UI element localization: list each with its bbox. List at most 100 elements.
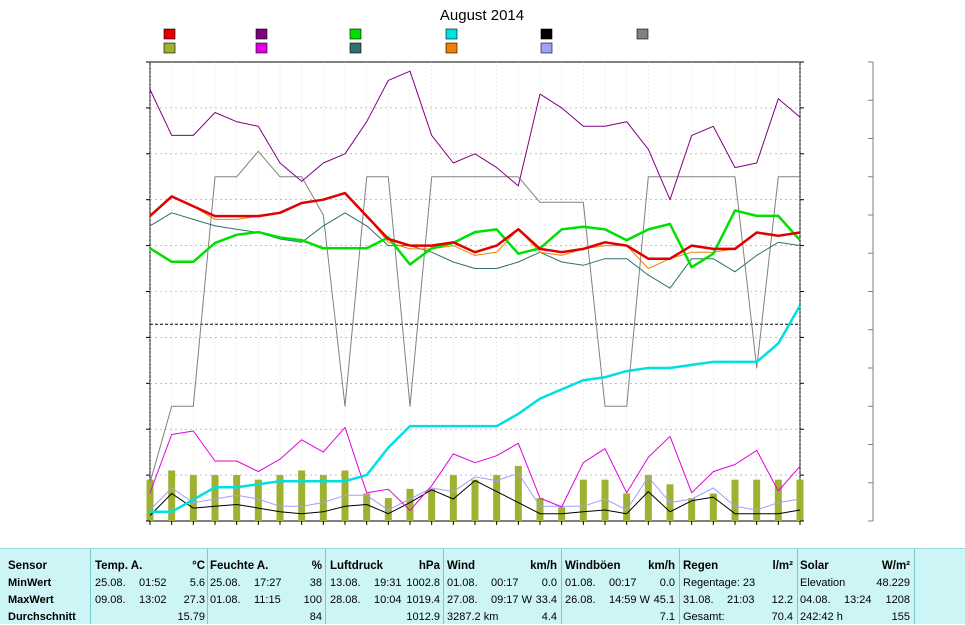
stats-cell-time: 00:17 bbox=[491, 577, 519, 589]
stats-panel-humidity: Feuchte A.% 25.08. 17:27 38 01.08. 11:15 100 84 bbox=[210, 549, 322, 624]
stats-cell-value: 1012.9 bbox=[406, 611, 440, 623]
legend bbox=[163, 28, 649, 54]
stats-header-row: Wind km/h bbox=[447, 558, 557, 574]
stats-cell-value: 4.4 bbox=[541, 611, 557, 623]
stats-header-row: Regen l/m² bbox=[683, 558, 793, 574]
sunshine-bar bbox=[709, 493, 717, 521]
stats-cell-time: 13:02 bbox=[139, 594, 167, 606]
stats-header: Sensor bbox=[8, 560, 47, 572]
stats-row: 84 bbox=[210, 609, 322, 625]
legend-swatch bbox=[540, 28, 553, 40]
series-line-regen bbox=[150, 304, 802, 514]
stats-cell-value: 12.2 bbox=[771, 594, 793, 606]
stats-row: 01.08. 00:17 0.0 bbox=[447, 575, 557, 591]
stats-header-row: Sensor bbox=[8, 558, 88, 574]
stats-panel-pressure: Luftdruck hPa 13.08. 19:31 1002.8 28.08. 10:04… bbox=[330, 549, 440, 624]
sunshine-bar bbox=[146, 479, 154, 521]
sunshine-bar bbox=[168, 470, 176, 521]
stats-row: Regentage: 23 bbox=[683, 575, 793, 591]
sunshine-bar bbox=[319, 475, 327, 521]
stats-row: 27.08. 09:17 W 33.4 bbox=[447, 592, 557, 608]
stats-cell-date: Gesamt: bbox=[683, 611, 725, 623]
sunshine-bar bbox=[688, 498, 696, 521]
sunshine-bar bbox=[471, 479, 479, 521]
stats-row: MaxWert bbox=[8, 592, 88, 608]
stats-cell-value: 1019.4 bbox=[406, 594, 440, 606]
stats-cell-date: 25.08. bbox=[210, 577, 241, 589]
series-line-temp-a bbox=[149, 191, 801, 260]
stats-cell-date: 01.08. bbox=[210, 594, 241, 606]
stats-cell-date: 25.08. bbox=[95, 577, 126, 589]
stats-header-row: Windböen km/h bbox=[565, 558, 675, 574]
stats-row: 01.08. 00:17 0.0 bbox=[565, 575, 675, 591]
stats-cell-time: 00:17 bbox=[609, 577, 637, 589]
stats-row: 25.08. 01:52 5.6 bbox=[95, 575, 205, 591]
stats-cell-time: 01:52 bbox=[139, 577, 167, 589]
series-line-feuchte-a bbox=[149, 70, 801, 201]
stats-unit: km/h bbox=[530, 560, 557, 572]
stats-header-row: Luftdruck hPa bbox=[330, 558, 440, 574]
grid bbox=[149, 62, 801, 521]
stats-cell-time: 14:59 W bbox=[609, 594, 650, 606]
stats-cell-time: 09:17 W bbox=[491, 594, 532, 606]
legend-swatch bbox=[349, 28, 362, 40]
table-separator bbox=[325, 549, 326, 624]
table-separator bbox=[561, 549, 562, 624]
stats-row: 3287.2 km 4.4 bbox=[447, 609, 557, 625]
stats-cell-value: 0.0 bbox=[541, 577, 557, 589]
stats-cell-date: 28.08. bbox=[330, 594, 361, 606]
sunshine-bar bbox=[406, 488, 414, 521]
stats-panel-wind: Wind km/h 01.08. 00:17 0.0 27.08. 09:17 W 33.4 3… bbox=[447, 549, 557, 624]
stats-cell-date: 31.08. bbox=[683, 594, 714, 606]
stats-panel-rain: Regen l/m² Regentage: 23 31.08. 21:03 12.2 Ges… bbox=[683, 549, 793, 624]
stats-header: Windböen bbox=[565, 560, 621, 572]
stats-cell-value: 27.3 bbox=[183, 594, 205, 606]
chart-title: August 2014 bbox=[440, 7, 524, 24]
stats-cell-value: 45.1 bbox=[653, 594, 675, 606]
stats-header: Luftdruck bbox=[330, 560, 384, 572]
stats-row: 01.08. 11:15 100 bbox=[210, 592, 322, 608]
series-line-luftdruck bbox=[149, 209, 801, 269]
table-separator bbox=[797, 549, 798, 624]
stats-row: 1012.9 bbox=[330, 609, 440, 625]
stats-header-row: Temp. A. °C bbox=[95, 558, 205, 574]
stats-header: Solar bbox=[800, 560, 829, 572]
sunshine-bar bbox=[536, 498, 544, 521]
stats-cell-value: 100 bbox=[303, 594, 322, 606]
stats-cell-date: 01.08. bbox=[447, 577, 478, 589]
stats-row: 31.08. 21:03 12.2 bbox=[683, 592, 793, 608]
stats-row: 242:42 h 155 bbox=[800, 609, 910, 625]
stats-cell-time: 10:04 bbox=[374, 594, 402, 606]
stats-row: 7.1 bbox=[565, 609, 675, 625]
stats-unit: km/h bbox=[648, 560, 675, 572]
sunshine-bar bbox=[363, 493, 371, 521]
stats-panel-temp: Temp. A. °C 25.08. 01:52 5.6 09.08. 13:02 27.3 1… bbox=[95, 549, 205, 624]
stats-panel-solar: Solar W/m² Elevation 48.229 04.08. 13:24 1208 2… bbox=[800, 549, 910, 624]
stats-panel-labels: Sensor MinWert MaxWert Durchschnitt bbox=[8, 549, 88, 624]
sunshine-bar bbox=[428, 488, 436, 521]
sunshine-bar bbox=[254, 479, 262, 521]
stats-row-label: MaxWert bbox=[8, 594, 54, 606]
stats-row: Gesamt: 70.4 bbox=[683, 609, 793, 625]
stats-cell-date: 01.08. bbox=[565, 577, 596, 589]
axes bbox=[146, 61, 874, 525]
table-separator bbox=[90, 549, 91, 624]
stats-cell-date: 3287.2 km bbox=[447, 611, 499, 623]
sunshine-bar bbox=[579, 479, 587, 521]
stats-row: 26.08. 14:59 W 45.1 bbox=[565, 592, 675, 608]
legend-swatch bbox=[163, 42, 176, 54]
stats-cell-date: 26.08. bbox=[565, 594, 596, 606]
table-separator bbox=[914, 549, 915, 624]
table-separator bbox=[443, 549, 444, 624]
table-separator bbox=[207, 549, 208, 624]
legend-swatch bbox=[445, 42, 458, 54]
stats-cell-date: 04.08. bbox=[800, 594, 831, 606]
sunshine-bar bbox=[449, 475, 457, 521]
stats-unit: °C bbox=[192, 560, 205, 572]
legend-swatch bbox=[255, 28, 268, 40]
stats-header: Feuchte A. bbox=[210, 560, 269, 572]
stats-cell-value: 5.6 bbox=[189, 577, 205, 589]
stats-unit: % bbox=[311, 560, 322, 572]
stats-header-row: Solar W/m² bbox=[800, 558, 910, 574]
stats-cell-value: 84 bbox=[309, 611, 322, 623]
